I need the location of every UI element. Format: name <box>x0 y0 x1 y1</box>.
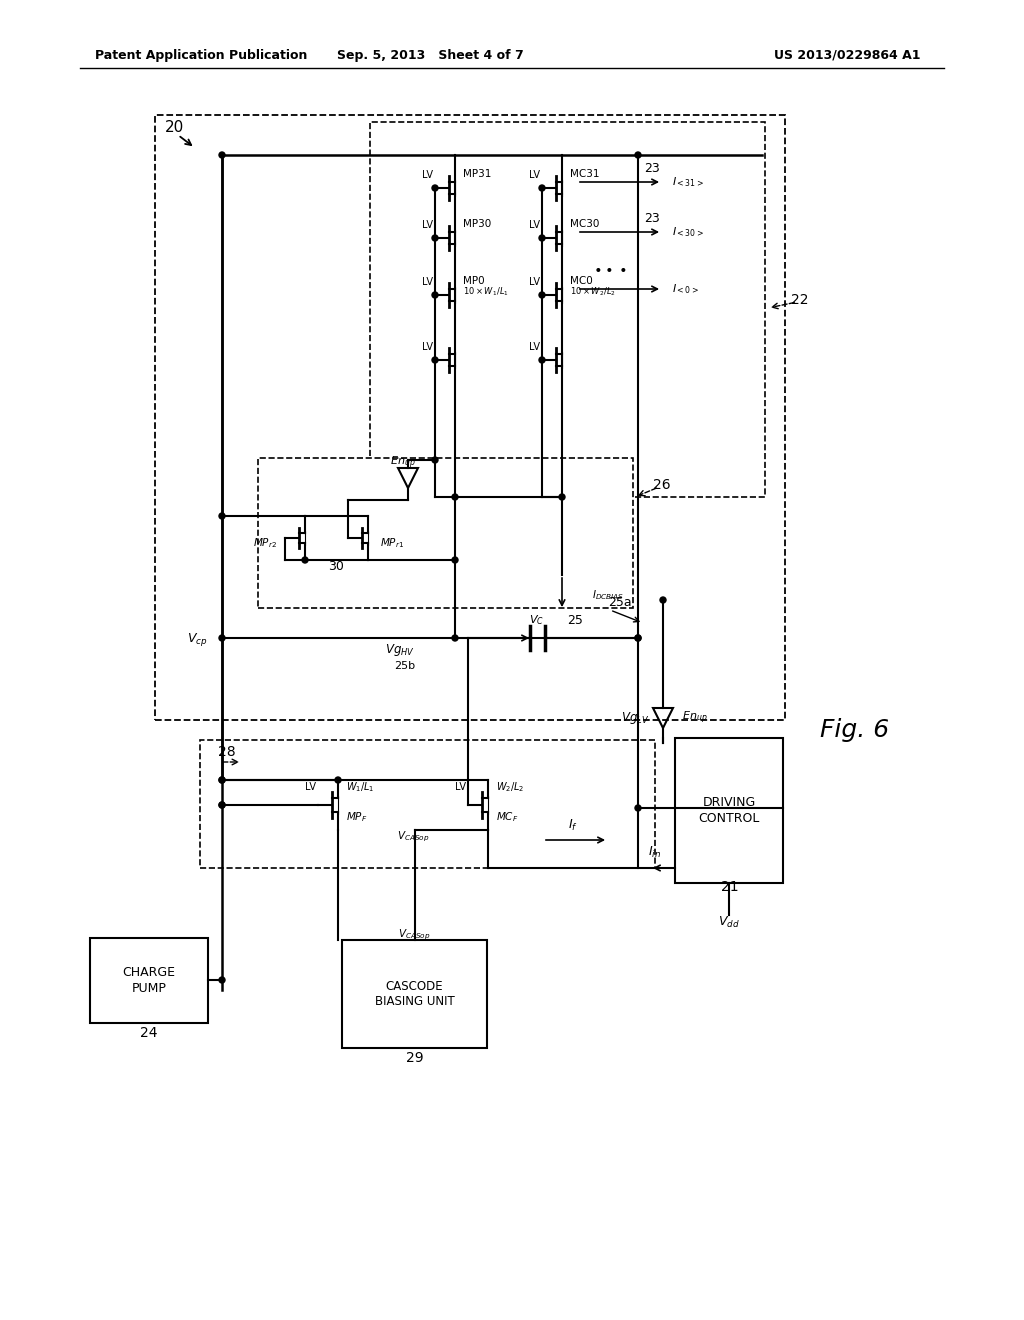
Text: 26: 26 <box>653 478 671 492</box>
Circle shape <box>302 557 308 564</box>
Text: $Vg_{HV}$: $Vg_{HV}$ <box>385 642 415 657</box>
Text: US 2013/0229864 A1: US 2013/0229864 A1 <box>773 49 920 62</box>
Text: LV: LV <box>455 781 466 792</box>
Circle shape <box>432 235 438 242</box>
Text: $I_f$: $I_f$ <box>568 817 578 833</box>
Circle shape <box>335 777 341 783</box>
Text: $En_{up}$: $En_{up}$ <box>682 710 708 726</box>
Text: 21: 21 <box>721 880 738 894</box>
Text: CASCODE
BIASING UNIT: CASCODE BIASING UNIT <box>375 979 455 1008</box>
Text: 20: 20 <box>165 120 184 136</box>
Text: DRIVING
CONTROL: DRIVING CONTROL <box>698 796 760 825</box>
Text: $10\times W_2/L_2$: $10\times W_2/L_2$ <box>570 285 615 298</box>
Text: LV: LV <box>305 781 316 792</box>
Circle shape <box>452 635 458 642</box>
Text: MP31: MP31 <box>463 169 492 180</box>
Text: $MP_{r2}$: $MP_{r2}$ <box>253 536 278 550</box>
Text: Fig. 6: Fig. 6 <box>820 718 890 742</box>
Text: MP0: MP0 <box>463 276 484 286</box>
Text: $MP_F$: $MP_F$ <box>346 810 368 824</box>
Circle shape <box>432 185 438 191</box>
Circle shape <box>635 635 641 642</box>
Text: Sep. 5, 2013   Sheet 4 of 7: Sep. 5, 2013 Sheet 4 of 7 <box>337 49 523 62</box>
Bar <box>258 458 633 609</box>
Text: MC30: MC30 <box>570 219 599 228</box>
Text: CHARGE
PUMP: CHARGE PUMP <box>123 966 175 994</box>
Circle shape <box>219 635 225 642</box>
Circle shape <box>432 457 438 463</box>
Text: 25: 25 <box>567 614 583 627</box>
Text: $I_{<0>}$: $I_{<0>}$ <box>672 282 699 296</box>
Circle shape <box>432 356 438 363</box>
Text: $MP_{r1}$: $MP_{r1}$ <box>380 536 404 550</box>
Circle shape <box>219 803 225 808</box>
Bar <box>90 939 208 1023</box>
Circle shape <box>219 152 225 158</box>
Circle shape <box>452 557 458 564</box>
Circle shape <box>539 356 545 363</box>
Bar <box>200 741 655 869</box>
Text: 23: 23 <box>644 161 659 174</box>
Bar <box>675 738 783 883</box>
Circle shape <box>219 777 225 783</box>
Text: $V_{CASop}$: $V_{CASop}$ <box>396 830 429 845</box>
Text: 28: 28 <box>218 744 236 759</box>
Text: $Vg_{LV}$: $Vg_{LV}$ <box>621 710 649 726</box>
Text: LV: LV <box>529 277 540 286</box>
Bar <box>342 940 487 1048</box>
Text: Patent Application Publication: Patent Application Publication <box>95 49 307 62</box>
Text: $En_{up}$: $En_{up}$ <box>390 455 416 471</box>
Text: $10\times W_1/L_1$: $10\times W_1/L_1$ <box>463 285 509 298</box>
Text: $V_{CASop}$: $V_{CASop}$ <box>397 928 430 942</box>
Text: LV: LV <box>529 170 540 180</box>
Text: 25a: 25a <box>608 597 632 610</box>
Text: $W_1/L_1$: $W_1/L_1$ <box>346 780 375 793</box>
Circle shape <box>219 513 225 519</box>
Text: 23: 23 <box>644 211 659 224</box>
Circle shape <box>432 292 438 298</box>
Text: $I_{DCBIAS}$: $I_{DCBIAS}$ <box>592 589 625 602</box>
Text: 29: 29 <box>407 1051 424 1065</box>
Text: $\bullet\bullet\bullet$: $\bullet\bullet\bullet$ <box>593 261 627 275</box>
Circle shape <box>559 494 565 500</box>
Text: MP30: MP30 <box>463 219 492 228</box>
Text: $V_C$: $V_C$ <box>529 612 545 627</box>
Text: $I_{in}$: $I_{in}$ <box>648 845 662 859</box>
Circle shape <box>635 805 641 810</box>
Text: LV: LV <box>529 220 540 230</box>
Text: 22: 22 <box>792 293 809 308</box>
Text: LV: LV <box>422 170 433 180</box>
Text: LV: LV <box>422 342 433 352</box>
Text: $V_{dd}$: $V_{dd}$ <box>718 915 740 929</box>
Text: LV: LV <box>529 342 540 352</box>
Text: $V_{cp}$: $V_{cp}$ <box>186 631 207 648</box>
Text: MC0: MC0 <box>570 276 593 286</box>
Circle shape <box>660 597 666 603</box>
Circle shape <box>219 977 225 983</box>
Circle shape <box>635 152 641 158</box>
Text: 25b: 25b <box>394 661 415 671</box>
Text: $W_2/L_2$: $W_2/L_2$ <box>496 780 524 793</box>
Circle shape <box>539 185 545 191</box>
Circle shape <box>635 635 641 642</box>
Bar <box>155 115 785 719</box>
Circle shape <box>219 803 225 808</box>
Circle shape <box>452 494 458 500</box>
Circle shape <box>219 777 225 783</box>
Text: LV: LV <box>422 277 433 286</box>
Circle shape <box>539 292 545 298</box>
Text: 24: 24 <box>140 1026 158 1040</box>
Text: $MC_F$: $MC_F$ <box>496 810 518 824</box>
Circle shape <box>539 235 545 242</box>
Bar <box>370 121 765 498</box>
Text: 30: 30 <box>328 560 344 573</box>
Text: $I_{<30>}$: $I_{<30>}$ <box>672 226 705 239</box>
Text: $I_{<31>}$: $I_{<31>}$ <box>672 176 705 189</box>
Text: LV: LV <box>422 220 433 230</box>
Text: MC31: MC31 <box>570 169 599 180</box>
